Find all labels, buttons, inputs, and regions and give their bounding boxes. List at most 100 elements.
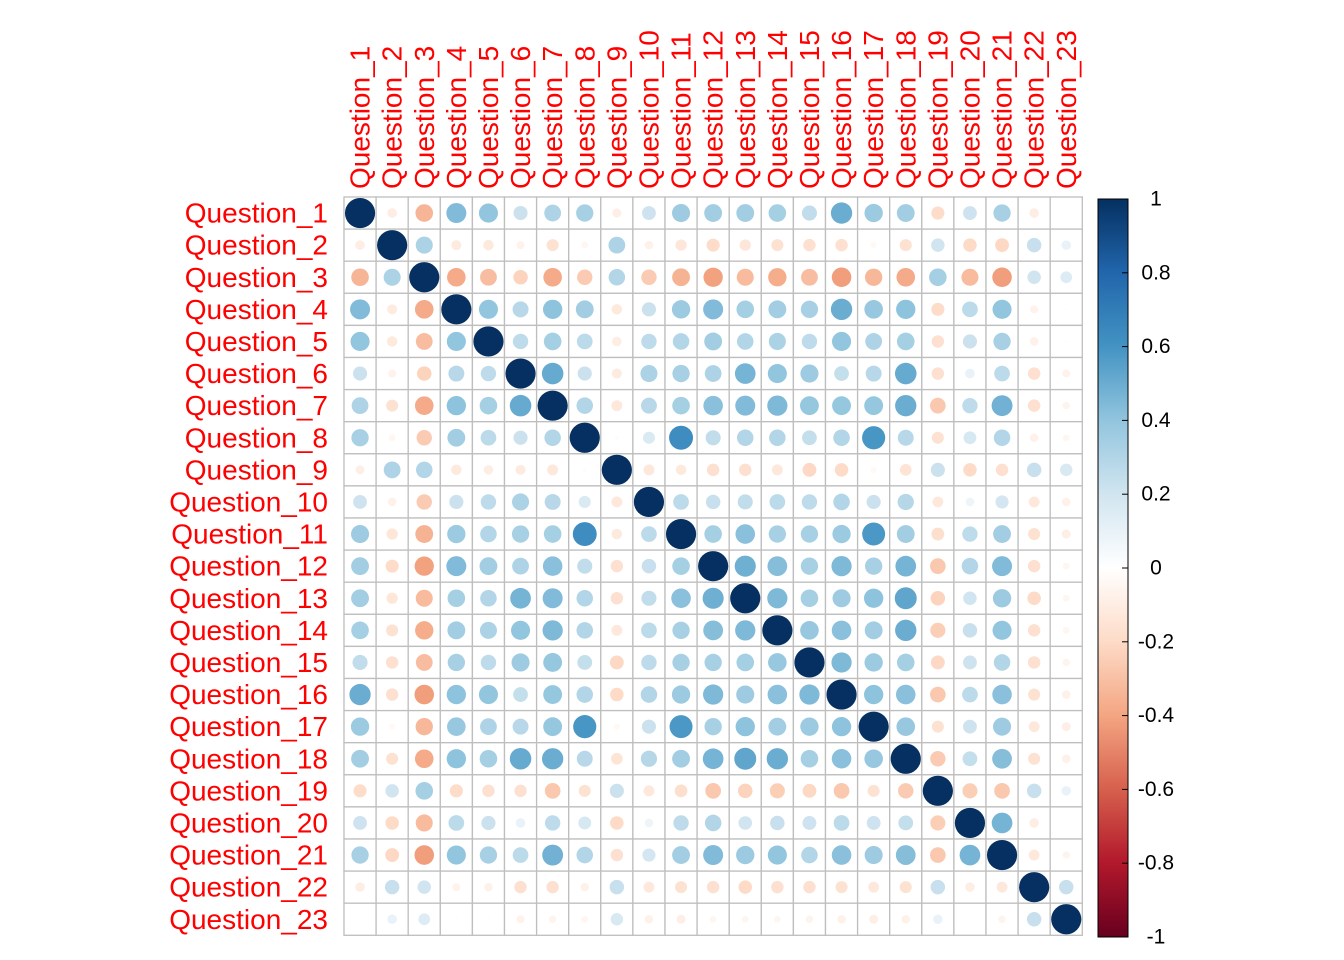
correlation-circle [800,525,819,543]
correlation-circle [1028,721,1040,733]
correlation-circle [738,880,752,894]
correlation-circle [930,558,946,574]
correlation-circle [543,525,562,543]
correlation-circle [837,914,846,924]
correlation-circle [991,395,1013,417]
correlation-circle [351,429,369,447]
correlation-circle [643,785,655,797]
correlation-circle [611,304,623,315]
correlation-circle [350,299,371,320]
correlation-circle [478,299,498,319]
correlation-circle [387,208,397,218]
correlation-circle [863,588,884,608]
colorbar-tick-label: 0.6 [1141,335,1170,358]
correlation-circle [446,556,467,577]
correlation-circle [992,684,1012,705]
correlation-circle [800,396,819,416]
correlation-circle [350,717,370,736]
correlation-circle [544,204,562,222]
correlation-circle [866,816,881,830]
column-label: Question_23 [1051,30,1082,189]
correlation-circle [895,394,917,417]
correlation-circle [1062,434,1070,442]
correlation-circle [385,816,399,830]
correlation-circle [543,332,562,351]
correlation-circle [610,816,624,830]
correlation-circle [803,880,816,894]
row-label: Question_9 [185,454,328,485]
correlation-circle [802,816,817,830]
correlation-circle [739,239,751,251]
correlation-circle [415,333,433,350]
correlation-circle [705,430,721,446]
correlation-circle [351,846,369,864]
correlation-circle [965,497,975,507]
grid-cell [471,902,506,936]
correlation-circle [771,464,783,476]
correlation-circle [542,299,563,320]
correlation-circle [641,558,657,574]
correlation-circle [863,684,884,705]
correlation-circle [416,494,432,510]
correlation-circle [800,300,819,319]
correlation-circle [611,528,623,540]
correlation-circle [580,882,590,892]
correlation-circle [931,238,945,252]
correlation-circle [703,845,724,866]
correlation-circle [576,204,594,222]
correlation-circle [447,653,466,672]
correlation-circle [993,654,1011,671]
correlation-circle [766,748,789,770]
correlation-circle [1061,722,1071,732]
row-label: Question_23 [169,904,328,935]
correlation-circle [672,333,690,350]
row-label: Question_20 [169,807,328,838]
correlation-circle [931,367,945,380]
correlation-circle [830,202,853,224]
correlation-circle [415,654,433,671]
correlation-circle [581,915,589,923]
row-label: Question_17 [169,711,328,742]
correlation-circle [735,620,756,641]
correlation-circle [386,336,398,347]
correlation-circle [930,751,946,767]
column-label: Question_20 [954,30,985,189]
correlation-circle [386,528,398,540]
correlation-circle [582,467,587,472]
column-label: Question_10 [633,30,664,189]
correlation-circle [1064,307,1068,311]
correlation-circle [736,429,754,447]
correlation-circle [673,815,689,831]
correlation-circle [671,685,691,704]
correlation-circle [577,558,593,574]
correlation-circle [773,915,781,923]
grid-cell [471,549,506,583]
correlation-circle [417,880,431,894]
correlation-circle [673,494,689,510]
correlation-circle [992,717,1012,736]
correlation-circle [959,844,981,866]
correlation-circle [962,526,978,542]
correlation-circle [612,208,622,218]
correlation-circle [633,486,665,518]
correlation-circle [577,269,593,285]
correlation-circle [512,557,529,575]
correlation-circle [355,882,365,892]
correlation-circle [991,812,1013,834]
correlation-circle [930,397,946,414]
correlation-circle [608,268,626,286]
correlation-circle [665,518,697,550]
correlation-circle [962,623,978,638]
correlation-circle [414,556,434,576]
correlation-circle [447,428,466,447]
correlation-circle [480,718,497,736]
correlation-circle [1062,626,1070,634]
correlation-circle [640,686,658,703]
correlation-circle [672,396,690,415]
correlation-circle [479,749,498,768]
correlation-circle [576,397,594,414]
correlation-circle [864,396,884,416]
colorbar-tick-label: -0.4 [1138,704,1175,727]
correlation-circle [480,268,497,286]
colorbar-tick-label: -1 [1147,926,1166,949]
